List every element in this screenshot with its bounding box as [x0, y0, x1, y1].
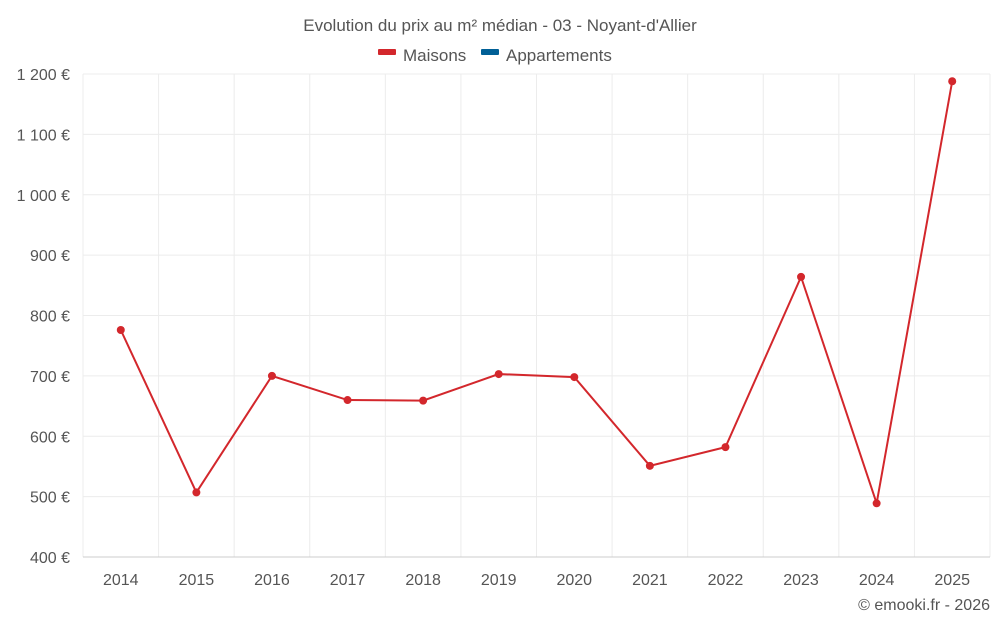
y-tick-label: 900 €	[30, 248, 70, 265]
y-tick-label: 400 €	[30, 550, 70, 567]
legend: Maisons Appartements	[378, 46, 612, 65]
legend-swatch	[481, 49, 499, 55]
x-tick-label: 2014	[103, 572, 139, 589]
data-point	[192, 488, 201, 497]
y-tick-label: 1 000 €	[17, 188, 70, 205]
data-point	[494, 370, 503, 379]
x-tick-label: 2024	[859, 572, 895, 589]
y-tick-label: 500 €	[30, 490, 70, 507]
data-point	[872, 499, 881, 508]
x-tick-label: 2017	[330, 572, 366, 589]
data-point	[645, 461, 654, 470]
data-point	[797, 272, 806, 281]
data-point	[948, 77, 957, 86]
x-tick-label: 2025	[934, 572, 970, 589]
x-tick-label: 2018	[405, 572, 441, 589]
x-tick-label: 2023	[783, 572, 819, 589]
legend-swatch	[378, 49, 396, 55]
x-tick-label: 2019	[481, 572, 517, 589]
y-tick-label: 600 €	[30, 429, 70, 446]
legend-label: Appartements	[506, 46, 612, 65]
x-tick-label: 2021	[632, 572, 668, 589]
credit-text: © emooki.fr - 2026	[858, 597, 990, 614]
y-tick-label: 1 200 €	[17, 67, 70, 84]
series-line	[119, 81, 954, 504]
chart-title: Evolution du prix au m² médian - 03 - No…	[303, 16, 697, 35]
legend-label: Maisons	[403, 46, 466, 65]
y-axis-ticks: 400 € 500 € 600 € 700 € 800 € 900 € 1 000 € 1 1…	[17, 67, 70, 567]
data-point	[721, 443, 730, 452]
data-point	[570, 373, 579, 382]
x-tick-label: 2016	[254, 572, 290, 589]
data-point	[267, 371, 276, 380]
data-point	[419, 396, 428, 405]
x-tick-label: 2022	[708, 572, 744, 589]
y-tick-label: 700 €	[30, 369, 70, 386]
data-point	[116, 325, 125, 334]
x-axis-ticks: 2014 2015 2016 2017 2018 2019 2020 2021 2022 2023…	[103, 572, 970, 589]
y-tick-label: 1 100 €	[17, 127, 70, 144]
y-tick-label: 800 €	[30, 309, 70, 326]
gridlines	[82, 73, 991, 558]
data-point	[343, 396, 352, 405]
series-layer	[116, 77, 957, 508]
x-tick-label: 2020	[556, 572, 592, 589]
x-tick-label: 2015	[179, 572, 215, 589]
